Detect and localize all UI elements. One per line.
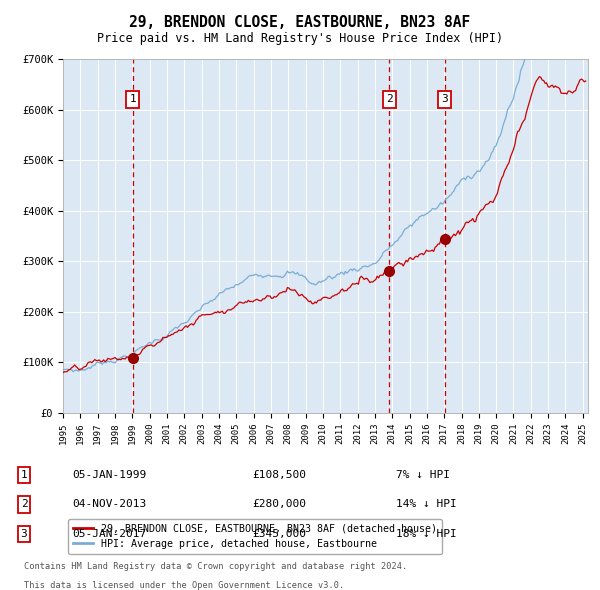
Text: 2: 2 <box>386 94 393 104</box>
Text: £280,000: £280,000 <box>252 500 306 509</box>
Text: 1: 1 <box>20 470 28 480</box>
Text: 18% ↓ HPI: 18% ↓ HPI <box>396 529 457 539</box>
Text: 3: 3 <box>441 94 448 104</box>
Text: 1: 1 <box>129 94 136 104</box>
Text: Price paid vs. HM Land Registry's House Price Index (HPI): Price paid vs. HM Land Registry's House … <box>97 32 503 45</box>
Text: 04-NOV-2013: 04-NOV-2013 <box>72 500 146 509</box>
Text: 05-JAN-2017: 05-JAN-2017 <box>72 529 146 539</box>
Text: 2: 2 <box>20 500 28 509</box>
Legend: 29, BRENDON CLOSE, EASTBOURNE, BN23 8AF (detached house), HPI: Average price, de: 29, BRENDON CLOSE, EASTBOURNE, BN23 8AF … <box>68 519 442 554</box>
Text: 14% ↓ HPI: 14% ↓ HPI <box>396 500 457 509</box>
Text: £108,500: £108,500 <box>252 470 306 480</box>
Text: Contains HM Land Registry data © Crown copyright and database right 2024.: Contains HM Land Registry data © Crown c… <box>24 562 407 571</box>
Text: 3: 3 <box>20 529 28 539</box>
Text: 05-JAN-1999: 05-JAN-1999 <box>72 470 146 480</box>
Text: 7% ↓ HPI: 7% ↓ HPI <box>396 470 450 480</box>
Text: 29, BRENDON CLOSE, EASTBOURNE, BN23 8AF: 29, BRENDON CLOSE, EASTBOURNE, BN23 8AF <box>130 15 470 30</box>
Text: This data is licensed under the Open Government Licence v3.0.: This data is licensed under the Open Gov… <box>24 581 344 589</box>
Text: £345,000: £345,000 <box>252 529 306 539</box>
